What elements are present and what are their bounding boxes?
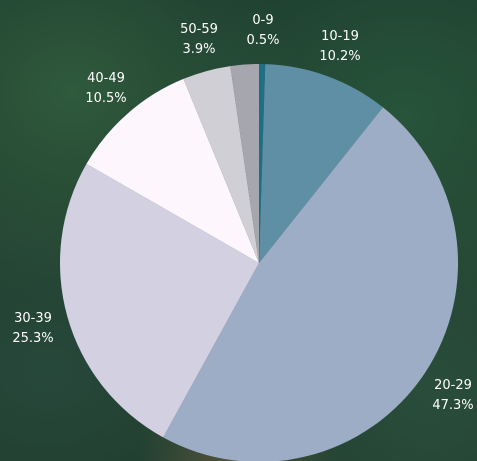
pie-slice-10-19 (259, 64, 383, 263)
slice-category-label: 0-9 (252, 13, 273, 28)
slice-percent-label: 3.9% (182, 42, 215, 57)
slice-percent-label: 10.2% (319, 49, 360, 64)
slice-percent-label: 25.3% (12, 331, 53, 346)
pie-slices (59, 64, 458, 461)
slice-category-label: 20-29 (434, 378, 472, 393)
pie-slice-40-49 (86, 78, 259, 263)
pie-slice-30-39 (59, 163, 259, 438)
pie-slice-0-9 (259, 64, 266, 263)
slice-labels: 0-9 0.5% 10-19 10.2% 20-29 47.3% 30-39 25.3% 40-… (12, 13, 473, 413)
pie-slice-unlabeled-6 (230, 64, 259, 263)
slice-percent-label: 0.5% (246, 33, 279, 48)
slice-category-label: 10-19 (321, 29, 359, 44)
pie-slice-20-29 (163, 107, 458, 461)
slice-category-label: 40-49 (87, 71, 125, 86)
slice-category-label: 50-59 (180, 22, 218, 37)
pie-slice-50-59 (183, 66, 259, 263)
slice-percent-label: 47.3% (432, 398, 473, 413)
slice-category-label: 30-39 (14, 311, 52, 326)
slice-percent-label: 10.5% (85, 91, 126, 106)
